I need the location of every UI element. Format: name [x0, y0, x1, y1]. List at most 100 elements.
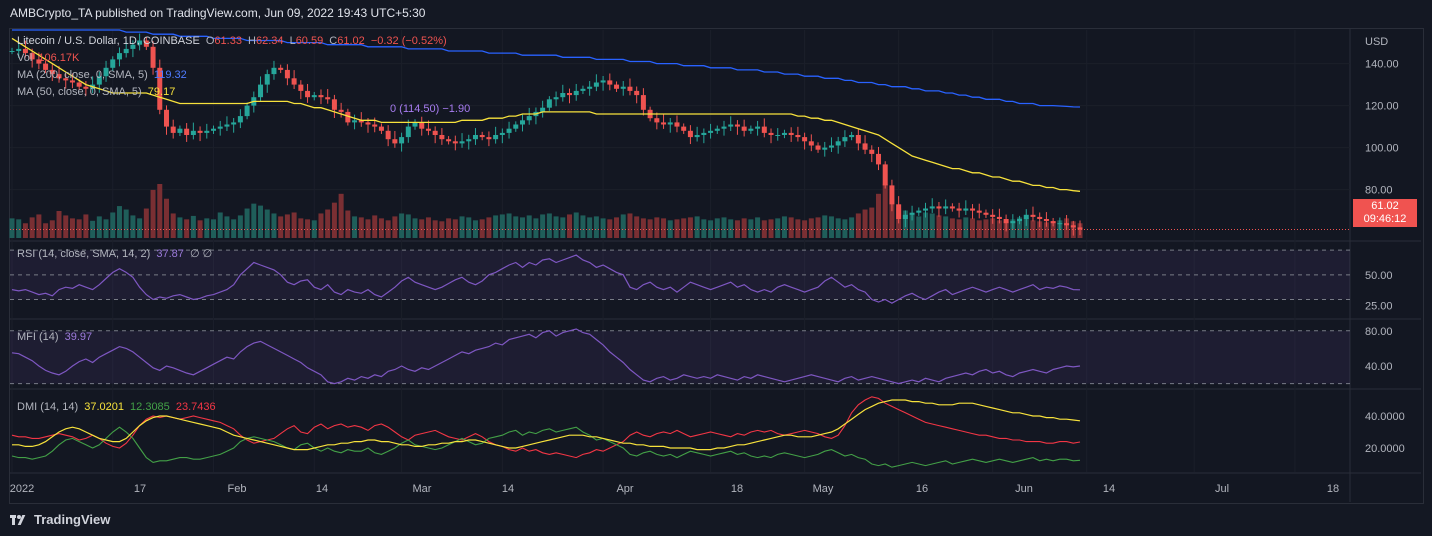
- x-tick-1: 17: [134, 483, 146, 495]
- candle-body-21: [150, 46, 156, 68]
- volume-bar-50: [345, 210, 351, 238]
- volume-bar-142: [963, 217, 969, 238]
- candle-body-15: [110, 59, 116, 68]
- volume-bar-124: [842, 219, 848, 238]
- dmi-tick-1: 20.0000: [1365, 443, 1405, 455]
- volume-bar-55: [378, 218, 384, 238]
- volume-bar-63: [432, 220, 438, 238]
- ma50-legend: MA (50, close, 0, SMA, 5) 79.17: [17, 86, 178, 98]
- candle-body-114: [775, 135, 781, 136]
- volume-bar-8: [63, 215, 69, 238]
- ma50-line: [11, 37, 1081, 192]
- x-tick-4: Mar: [413, 483, 432, 495]
- volume-bar-150: [1017, 217, 1023, 238]
- x-tick-8: May: [813, 483, 834, 495]
- volume-bar-109: [741, 218, 747, 238]
- candle-body-93: [634, 90, 640, 96]
- candle-body-5: [43, 63, 49, 70]
- candle-body-150: [1017, 219, 1023, 222]
- mfi-band: [10, 330, 1350, 384]
- candle-body-22: [157, 67, 163, 110]
- volume-bar-58: [399, 213, 405, 238]
- volume-bar-97: [661, 218, 667, 238]
- last-price-tag: 61.02 09:46:12: [1353, 199, 1417, 227]
- volume-bar-79: [540, 214, 546, 238]
- candle-body-64: [439, 135, 445, 140]
- ma50-value: 79.17: [147, 86, 176, 98]
- volume-bar-35: [244, 208, 250, 238]
- volume-bar-86: [587, 217, 593, 238]
- volume-bar-70: [479, 219, 485, 238]
- candle-body-16: [116, 53, 122, 60]
- candle-body-33: [231, 122, 237, 125]
- dmi-legend: DMI (14, 14) 37.0201 12.3085 23.7436: [17, 401, 219, 413]
- volume-bar-43: [298, 218, 304, 238]
- volume-bar-13: [96, 216, 102, 238]
- volume-bar-41: [284, 214, 290, 238]
- candle-body-34: [237, 116, 243, 123]
- candle-body-120: [815, 145, 821, 150]
- volume-bar-130: [882, 184, 888, 238]
- candle-body-109: [741, 126, 747, 131]
- candle-body-80: [546, 99, 552, 108]
- candle-body-137: [929, 206, 935, 209]
- volume-label: Vol: [17, 52, 33, 64]
- candle-body-118: [802, 137, 808, 142]
- volume-bar-126: [855, 213, 861, 238]
- volume-bar-138: [936, 215, 942, 238]
- volume-bar-1: [16, 219, 22, 238]
- volume-bar-95: [647, 219, 653, 238]
- volume-bar-18: [130, 215, 136, 238]
- candle-body-103: [701, 132, 707, 135]
- candle-body-66: [452, 141, 458, 144]
- candle-body-26: [184, 128, 190, 135]
- tradingview-brand: TradingView: [34, 512, 111, 527]
- candle-body-131: [889, 185, 895, 205]
- volume-bar-92: [627, 213, 633, 238]
- candle-body-135: [916, 210, 922, 213]
- volume-bar-47: [325, 209, 331, 238]
- x-tick-6: Apr: [616, 483, 633, 495]
- open-value: 61.33: [214, 35, 242, 47]
- currency-label: USD: [1365, 36, 1388, 48]
- plus-di-line: [11, 426, 1081, 468]
- volume-bar-38: [264, 209, 270, 238]
- volume-bar-34: [237, 215, 243, 238]
- candle-body-119: [808, 141, 814, 146]
- volume-bar-24: [170, 213, 176, 238]
- volume-bar-93: [634, 216, 640, 238]
- ma200-legend: MA (200, close, 0, SMA, 5) 119.32: [17, 69, 190, 81]
- volume-bar-73: [499, 214, 505, 238]
- volume-bar-147: [996, 220, 1002, 238]
- volume-bar-74: [506, 213, 512, 238]
- volume-bar-45: [311, 220, 317, 238]
- candle-body-98: [667, 122, 673, 125]
- candle-body-81: [553, 97, 559, 100]
- volume-legend: Vol 106.17K: [17, 52, 82, 64]
- dmi-tick-0: 40.0000: [1365, 411, 1405, 423]
- volume-bar-49: [338, 193, 344, 238]
- volume-bar-127: [862, 209, 868, 238]
- tradingview-footer[interactable]: TradingView: [10, 512, 110, 527]
- candle-body-113: [768, 132, 774, 135]
- candle-body-139: [943, 206, 949, 209]
- candle-body-149: [1010, 221, 1016, 224]
- x-tick-11: 14: [1103, 483, 1115, 495]
- ma50-label: MA (50, close, 0, SMA, 5): [17, 86, 142, 98]
- candle-body-44: [305, 90, 311, 98]
- candle-body-67: [459, 141, 465, 144]
- candle-body-156: [1057, 223, 1063, 225]
- volume-bar-31: [217, 212, 223, 238]
- volume-bar-128: [869, 207, 875, 238]
- volume-bar-36: [251, 203, 257, 238]
- volume-bar-154: [1043, 222, 1049, 238]
- candle-body-100: [681, 126, 687, 131]
- candle-body-116: [788, 132, 794, 135]
- volume-bar-84: [573, 212, 579, 238]
- volume-bar-134: [909, 214, 915, 238]
- candle-body-129: [875, 153, 881, 165]
- candle-body-65: [446, 139, 452, 142]
- x-tick-12: Jul: [1215, 483, 1229, 495]
- volume-bar-5: [43, 223, 49, 238]
